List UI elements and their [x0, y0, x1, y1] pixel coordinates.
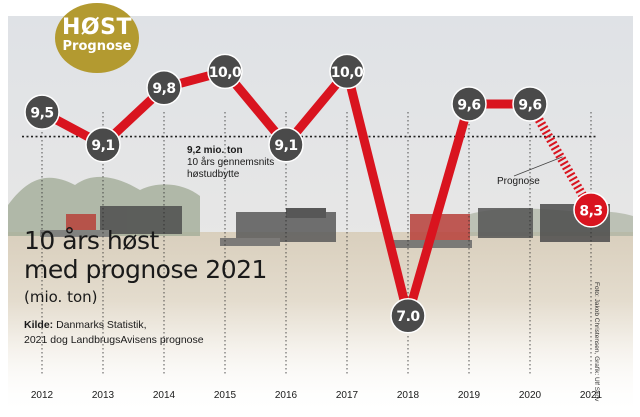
x-tick-2018: 2018	[397, 390, 420, 401]
marker-2016	[268, 126, 304, 163]
badge-subtitle: Prognose	[62, 39, 132, 54]
x-tick-2013: 2013	[92, 390, 115, 401]
marker-2021	[573, 192, 609, 228]
chart-title-line1: 10 års høst	[24, 226, 159, 255]
marker-2019	[451, 86, 487, 122]
x-tick-2014: 2014	[153, 390, 176, 401]
average-line2: 10 års gennemsnits	[187, 157, 275, 168]
value-label-2020: 9,6	[518, 98, 541, 114]
marker-2012	[24, 94, 60, 130]
x-tick-2020: 2020	[519, 390, 542, 401]
unit-label: (mio. ton)	[24, 288, 98, 306]
harvest-forecast-badge: HØST Prognose	[55, 3, 139, 73]
x-axis-labels: 2012 2013 2014 2015 2016 2017 2018 2019 2020 2021	[31, 390, 603, 401]
value-label-2016: 9,1	[274, 138, 297, 154]
chart-title-line2: med prognose 2021	[24, 255, 267, 284]
source-line2: 2021 dog LandbrugsAvisens prognose	[24, 334, 204, 346]
average-annotation: 9,2 mio. ton 10 års gennemsnits høstudby…	[187, 145, 274, 181]
value-label-2021: 8,3	[579, 203, 602, 219]
value-label-2012: 9,5	[30, 106, 53, 122]
badge-title: HØST	[62, 15, 132, 40]
year-gridlines	[41, 112, 592, 376]
value-label-2013: 9,1	[91, 138, 114, 154]
source-line1: Danmarks Statistik,	[56, 319, 147, 331]
average-line3: høstudbytte	[187, 169, 240, 180]
value-label-2014: 9,8	[152, 81, 175, 97]
marker-2020	[512, 86, 548, 122]
x-tick-2016: 2016	[275, 390, 298, 401]
value-label-2015: 10,0	[209, 65, 242, 81]
forecast-annotation: Prognose	[497, 176, 540, 187]
combine-harvester-1	[40, 206, 182, 237]
x-tick-2012: 2012	[31, 390, 54, 401]
marker-2018	[390, 297, 426, 334]
value-label-2019: 9,6	[457, 98, 480, 114]
marker-2014	[146, 69, 182, 106]
forecast-leader-line	[513, 156, 563, 177]
x-tick-2015: 2015	[214, 390, 237, 401]
data-markers: 9,5 9,1 9,8 10,0 9,1 10,0 7.0 9,6 9,6 8,3	[24, 53, 609, 334]
average-value: 9,2 mio. ton	[187, 145, 243, 156]
x-tick-2021: 2021	[580, 390, 603, 401]
chart-title: 10 års høst med prognose 2021	[24, 226, 267, 284]
marker-2015	[207, 53, 243, 90]
source-label: Kilde:	[24, 319, 54, 331]
harvest-photo-background	[8, 16, 633, 406]
marker-2017	[329, 53, 365, 90]
photo-credit: Foto: Jakob Christensen, Grafik: Ulf Sko…	[593, 282, 600, 402]
value-label-2018: 7.0	[396, 309, 420, 325]
x-tick-2019: 2019	[458, 390, 481, 401]
source-note: Kilde: Danmarks Statistik, 2021 dog Land…	[24, 318, 204, 348]
x-tick-2017: 2017	[336, 390, 359, 401]
value-label-2017: 10,0	[331, 65, 364, 81]
marker-2013	[85, 126, 121, 163]
